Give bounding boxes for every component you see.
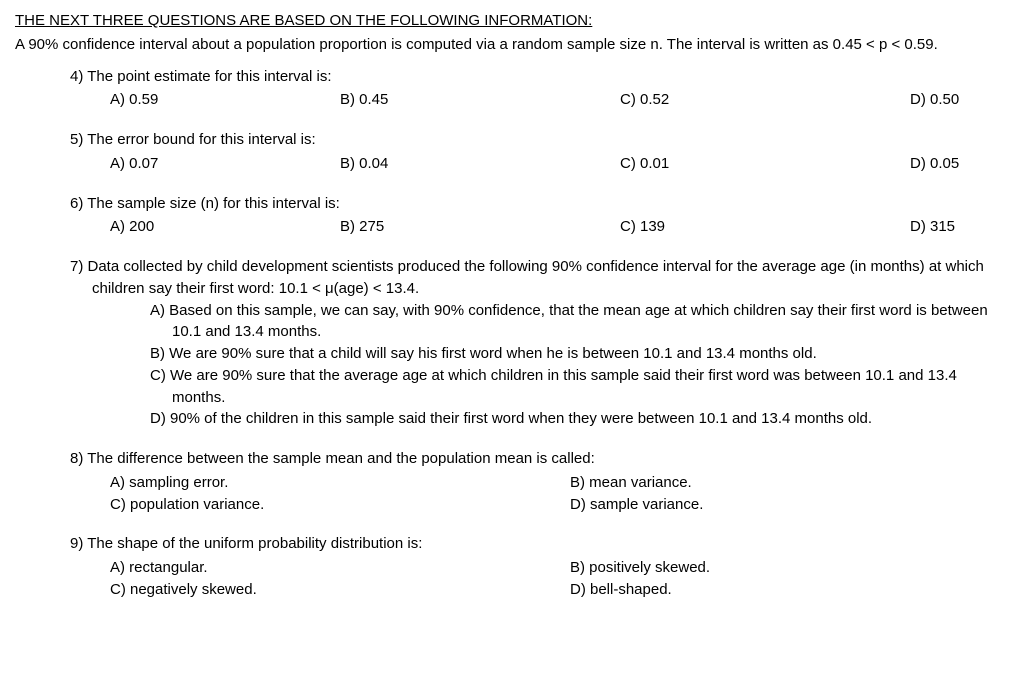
question-8: 8) The difference between the sample mea… bbox=[70, 448, 1009, 515]
choice-a: A) 200 bbox=[110, 216, 340, 238]
choice-c: C) 139 bbox=[620, 216, 910, 238]
choice-a: A) 0.59 bbox=[110, 89, 340, 111]
section-intro: A 90% confidence interval about a popula… bbox=[15, 34, 1009, 56]
choice-a: A) sampling error. bbox=[110, 472, 570, 494]
choice-b: B) 0.04 bbox=[340, 153, 620, 175]
choice-c: C) 0.52 bbox=[620, 89, 910, 111]
choices-row: A) 0.07 B) 0.04 C) 0.01 D) 0.05 bbox=[110, 153, 1009, 175]
choice-c: C) 0.01 bbox=[620, 153, 910, 175]
choices-2col: A) rectangular. B) positively skewed. bbox=[110, 557, 1009, 579]
question-text: 8) The difference between the sample mea… bbox=[70, 448, 1009, 470]
choice-a: A) rectangular. bbox=[110, 557, 570, 579]
question-7: 7) Data collected by child development s… bbox=[70, 256, 1009, 430]
choice-c: C) population variance. bbox=[110, 494, 570, 516]
question-text: 7) Data collected by child development s… bbox=[70, 256, 1009, 300]
choice-b: B) 275 bbox=[340, 216, 620, 238]
question-text: 5) The error bound for this interval is: bbox=[70, 129, 1009, 151]
choice-d: D) 0.50 bbox=[910, 89, 959, 111]
choice-d: D) 0.05 bbox=[910, 153, 959, 175]
question-5: 5) The error bound for this interval is:… bbox=[70, 129, 1009, 175]
choices-2col: A) sampling error. B) mean variance. bbox=[110, 472, 1009, 494]
choice-c: C) negatively skewed. bbox=[110, 579, 570, 601]
choice-b: B) mean variance. bbox=[570, 472, 692, 494]
choice-d: D) 315 bbox=[910, 216, 955, 238]
choice-b: B) positively skewed. bbox=[570, 557, 710, 579]
choices-2col: C) negatively skewed. D) bell-shaped. bbox=[110, 579, 1009, 601]
choice-b: B) We are 90% sure that a child will say… bbox=[110, 343, 1009, 365]
choices-stack: A) Based on this sample, we can say, wit… bbox=[110, 300, 1009, 431]
choices-row: A) 200 B) 275 C) 139 D) 315 bbox=[110, 216, 1009, 238]
choice-c: C) We are 90% sure that the average age … bbox=[110, 365, 1009, 409]
question-text: 9) The shape of the uniform probability … bbox=[70, 533, 1009, 555]
choice-d: D) sample variance. bbox=[570, 494, 703, 516]
question-6: 6) The sample size (n) for this interval… bbox=[70, 193, 1009, 239]
question-4: 4) The point estimate for this interval … bbox=[70, 66, 1009, 112]
section-header: THE NEXT THREE QUESTIONS ARE BASED ON TH… bbox=[15, 10, 1009, 32]
choice-a: A) Based on this sample, we can say, wit… bbox=[110, 300, 1009, 344]
choice-b: B) 0.45 bbox=[340, 89, 620, 111]
choice-d: D) bell-shaped. bbox=[570, 579, 672, 601]
question-text: 6) The sample size (n) for this interval… bbox=[70, 193, 1009, 215]
choice-a: A) 0.07 bbox=[110, 153, 340, 175]
question-text: 4) The point estimate for this interval … bbox=[70, 66, 1009, 88]
choices-2col: C) population variance. D) sample varian… bbox=[110, 494, 1009, 516]
choices-row: A) 0.59 B) 0.45 C) 0.52 D) 0.50 bbox=[110, 89, 1009, 111]
choice-d: D) 90% of the children in this sample sa… bbox=[110, 408, 1009, 430]
question-9: 9) The shape of the uniform probability … bbox=[70, 533, 1009, 600]
